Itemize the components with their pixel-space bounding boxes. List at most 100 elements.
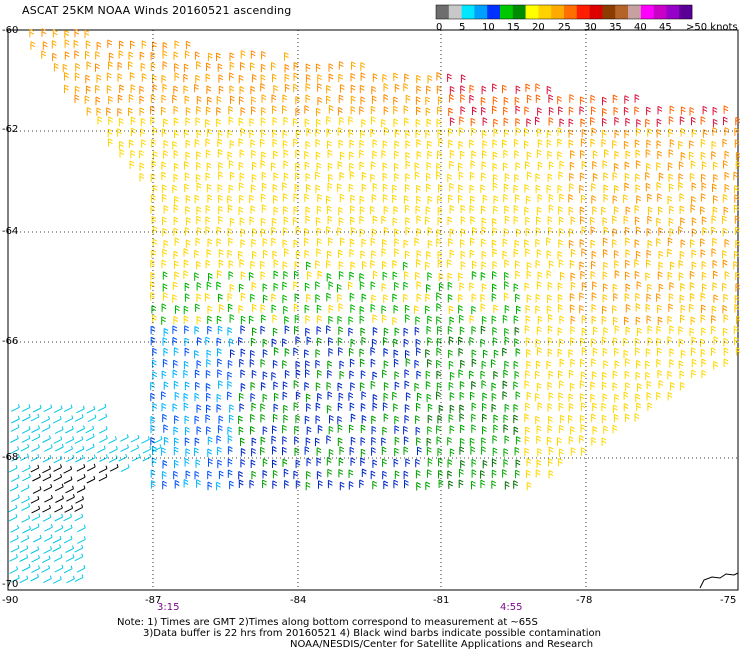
wind-barb xyxy=(449,182,454,192)
wind-barb xyxy=(668,217,674,227)
wind-barb xyxy=(338,457,344,466)
wind-barb xyxy=(492,182,498,191)
wind-barb xyxy=(393,305,399,314)
wind-barb xyxy=(557,348,563,358)
wind-barb xyxy=(54,426,64,434)
wind-barb xyxy=(691,182,697,191)
wind-barb xyxy=(711,325,716,335)
wind-barb xyxy=(327,215,333,225)
wind-barb xyxy=(680,349,686,359)
wind-barb xyxy=(348,327,354,337)
wind-barb xyxy=(359,281,365,290)
wind-barb xyxy=(516,305,521,314)
wind-barb xyxy=(350,205,355,214)
wind-barb xyxy=(196,479,201,488)
wind-barb xyxy=(184,293,190,302)
wind-barb xyxy=(403,239,409,249)
wind-barb xyxy=(403,446,409,455)
wind-barb xyxy=(86,107,92,116)
wind-barb xyxy=(305,360,310,369)
wind-barb xyxy=(569,228,574,237)
wind-barb xyxy=(481,172,486,181)
wind-barb xyxy=(360,457,366,466)
wind-barb xyxy=(713,294,719,303)
wind-barb xyxy=(272,105,277,114)
wind-barb xyxy=(240,325,246,334)
wind-barb xyxy=(625,358,630,367)
wind-barb xyxy=(196,360,202,369)
wind-barb xyxy=(603,172,609,181)
wind-barb xyxy=(29,28,35,38)
wind-barb xyxy=(514,150,519,159)
wind-barb xyxy=(85,85,91,94)
wind-barb xyxy=(416,370,422,380)
wind-barb xyxy=(360,72,366,81)
wind-barb xyxy=(185,470,191,479)
wind-barb xyxy=(492,435,498,444)
wind-barb xyxy=(691,228,697,237)
wind-barb xyxy=(734,336,739,346)
wind-barb xyxy=(120,444,129,453)
wind-barb xyxy=(305,172,311,182)
wind-barb xyxy=(42,473,52,482)
wind-barb xyxy=(678,360,684,369)
wind-barb xyxy=(206,392,211,402)
wind-barb xyxy=(590,116,595,126)
wind-barb xyxy=(404,117,409,126)
wind-barb xyxy=(173,380,179,390)
lat-label-64: -64 xyxy=(2,226,19,237)
wind-barb xyxy=(32,404,42,413)
wind-barb xyxy=(602,117,607,127)
wind-barb xyxy=(185,206,190,215)
wind-barb xyxy=(579,393,585,402)
wind-barb xyxy=(328,304,334,314)
wind-barb xyxy=(669,348,675,357)
wind-barb xyxy=(394,447,399,457)
wind-barb xyxy=(293,193,299,202)
wind-barb xyxy=(482,194,488,204)
wind-barb xyxy=(733,261,739,270)
wind-barb xyxy=(460,216,466,225)
wind-barb xyxy=(74,50,80,59)
wind-barb xyxy=(404,73,409,82)
wind-barb xyxy=(447,173,453,183)
wind-barb xyxy=(260,403,266,412)
wind-barb xyxy=(414,326,420,336)
wind-barb xyxy=(481,85,487,95)
wind-barb xyxy=(680,304,686,314)
wind-barb xyxy=(304,118,310,127)
wind-barb xyxy=(217,63,223,72)
wind-barb xyxy=(44,524,53,532)
wind-barb xyxy=(415,415,420,424)
wind-barb xyxy=(447,216,453,225)
wind-barb xyxy=(657,271,663,280)
wind-barb xyxy=(547,325,553,334)
wind-barb xyxy=(393,349,399,358)
wind-barb xyxy=(295,391,301,400)
wind-barb xyxy=(184,458,190,467)
wind-barb xyxy=(206,426,211,435)
wind-barb xyxy=(339,446,345,455)
wind-barb xyxy=(174,459,179,469)
wind-barb xyxy=(30,413,40,422)
wind-barb xyxy=(459,381,465,390)
wind-barb xyxy=(504,435,510,444)
wind-barb xyxy=(294,261,300,270)
wind-barb xyxy=(634,413,640,422)
wind-barb xyxy=(252,250,257,260)
wind-barb xyxy=(54,524,64,533)
wind-barb xyxy=(558,259,564,268)
wind-barb xyxy=(305,481,311,491)
wind-barb xyxy=(570,325,576,335)
wind-barb xyxy=(591,358,596,367)
wind-barb xyxy=(84,95,90,104)
wind-barb xyxy=(183,63,189,73)
wind-barb xyxy=(359,149,364,159)
wind-barb xyxy=(646,392,652,401)
wind-barb xyxy=(64,51,70,60)
wind-barb xyxy=(97,116,103,125)
wind-barb xyxy=(349,238,355,247)
wind-barb xyxy=(471,480,476,490)
wind-barb xyxy=(711,347,716,356)
wind-barb xyxy=(635,347,640,356)
